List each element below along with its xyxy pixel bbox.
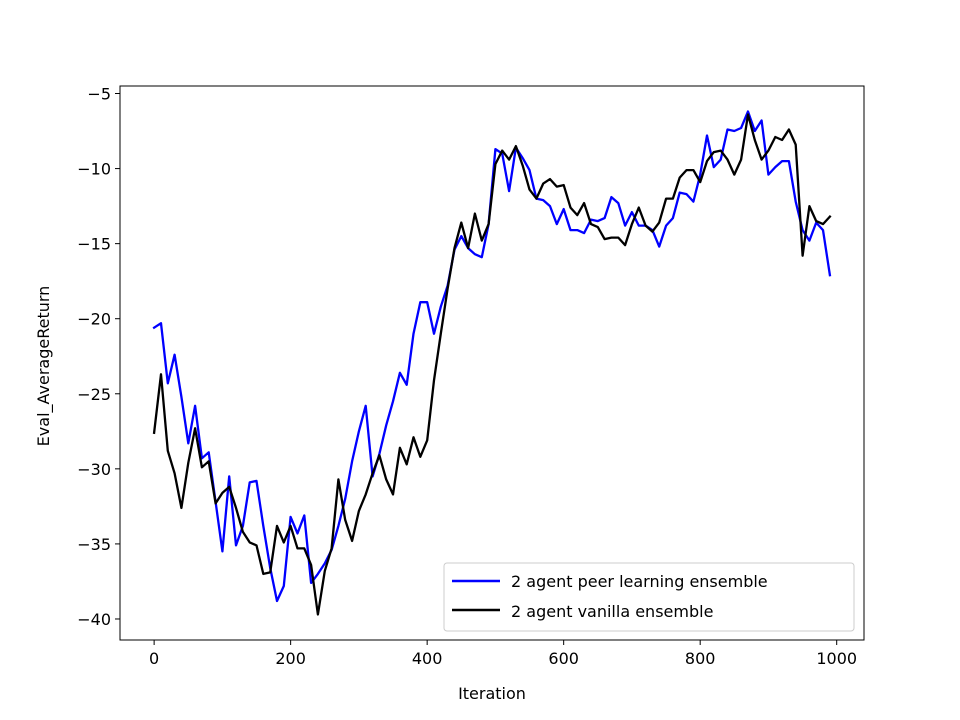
x-tick-label: 600 — [548, 649, 579, 668]
legend-label-vanilla: 2 agent vanilla ensemble — [511, 602, 713, 621]
plot-frame — [119, 85, 865, 641]
y-tick-label: −15 — [77, 235, 111, 254]
y-tick-label: −10 — [77, 160, 111, 179]
x-tick-label: 400 — [412, 649, 443, 668]
x-axis-title: Iteration — [458, 684, 526, 703]
y-tick-label: −5 — [87, 85, 111, 104]
y-tick-label: −25 — [77, 385, 111, 404]
legend: 2 agent peer learning ensemble 2 agent v… — [443, 562, 855, 632]
x-tick-label: 1000 — [816, 649, 857, 668]
y-axis: −5 −10 −15 −20 −25 −30 −35 −40 — [77, 85, 120, 629]
legend-box — [443, 562, 855, 632]
x-tick-label: 800 — [685, 649, 716, 668]
x-tick-label: 0 — [149, 649, 159, 668]
series-layer — [152, 110, 832, 616]
series-line-2-agent-vanilla-ensemble — [152, 113, 832, 616]
y-tick-label: −30 — [77, 460, 111, 479]
x-axis: 0 200 400 600 800 1000 — [149, 640, 857, 668]
y-tick-label: −35 — [77, 535, 111, 554]
y-tick-label: −40 — [77, 610, 111, 629]
x-tick-label: 200 — [275, 649, 306, 668]
legend-label-peer-learning: 2 agent peer learning ensemble — [511, 572, 768, 591]
y-tick-label: −20 — [77, 310, 111, 329]
y-axis-title: Eval_AverageReturn — [34, 286, 54, 447]
